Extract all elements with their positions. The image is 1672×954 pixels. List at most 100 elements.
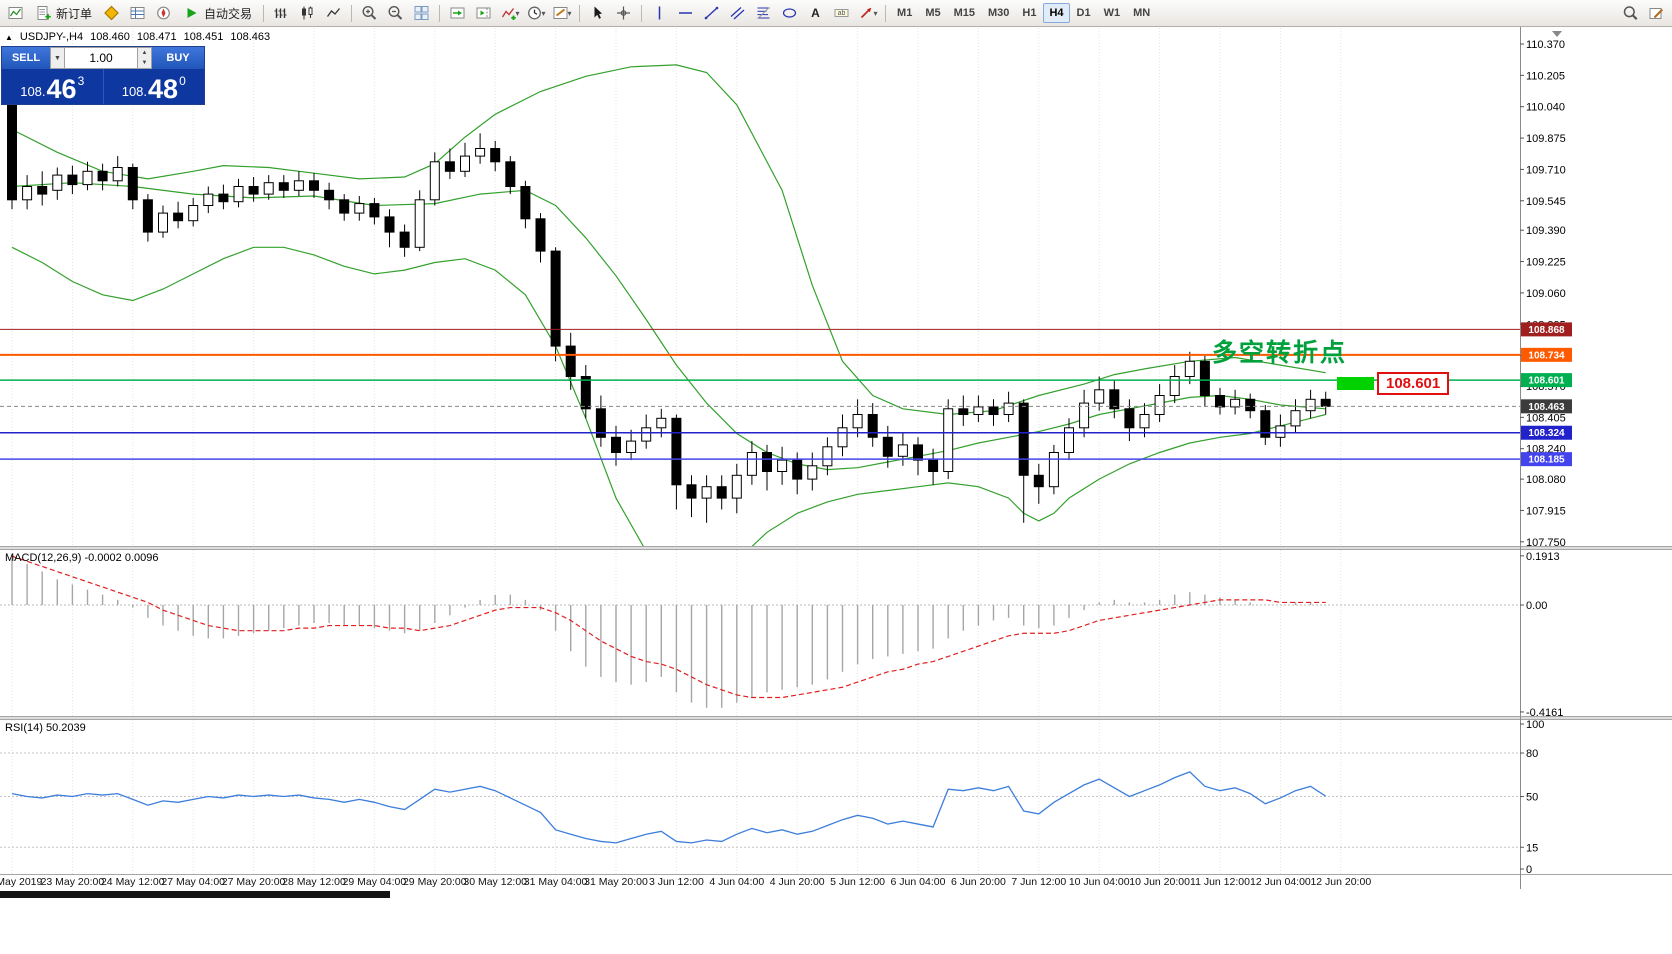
templates-button[interactable]: ▾ [549,1,574,25]
tile-windows-button[interactable] [409,1,434,25]
navigator-button[interactable] [151,1,176,25]
sell-price-pip: 3 [77,74,85,88]
sell-button[interactable]: SELL [2,47,50,69]
chart-bar-icon [273,5,290,21]
volume-input[interactable]: 1.00 [65,47,138,69]
periods-button[interactable]: ▾ [523,1,548,25]
data-window-button[interactable] [125,1,150,25]
volume-up-icon[interactable]: ▲ [141,50,148,56]
svg-text:0.1913: 0.1913 [1526,551,1560,563]
timeframe-m30-button[interactable]: M30 [988,7,1010,19]
svg-text:27 May 04:00: 27 May 04:00 [161,876,225,888]
bar-chart-button[interactable] [269,1,294,25]
timeframe-m5-button[interactable]: M5 [925,7,941,19]
timeframe-h4-button[interactable]: H4 [1043,3,1070,23]
bollinger-lower [11,246,1326,546]
indicators-list-button[interactable]: ▾ [497,1,522,25]
new-order-icon [35,5,52,21]
svg-text:ab: ab [838,10,846,17]
cursor-tool-button[interactable] [585,1,610,25]
text-tool-button[interactable]: A [803,1,828,25]
auto-trading-button[interactable]: 自动交易 [177,1,258,25]
svg-text:109.390: 109.390 [1526,225,1566,237]
timeframe-h1-button[interactable]: H1 [1022,7,1037,19]
svg-text:107.915: 107.915 [1526,505,1566,517]
volume-spinner[interactable]: ▲ ▼ [138,47,152,69]
toolbar-separator [579,4,581,22]
volume-down-icon[interactable]: ▼ [141,60,148,66]
candlesticks [7,85,1331,523]
chart-shift-button[interactable] [471,1,496,25]
trendline-tool-button[interactable] [699,1,724,25]
timeframe-d1-button[interactable]: D1 [1076,7,1091,19]
timeframe-m15-button[interactable]: M15 [953,7,975,19]
horizontal-scrollbar[interactable] [0,890,1672,900]
zoom-in-icon [361,5,378,21]
buy-price[interactable]: 108. 48 0 [102,69,205,104]
rsi-line [11,771,1327,844]
symbol-open: 108.460 [90,31,130,43]
indicators-icon [500,5,517,21]
cursor-icon [589,5,606,21]
rsi-panel: 100 80 50 15 0 [0,719,1544,876]
price-level-label[interactable]: 108.601 [1377,372,1450,395]
toolbar-separator [641,4,643,22]
toolbar-separator [351,4,353,22]
svg-text:27 May 20:00: 27 May 20:00 [222,876,286,888]
vline-icon [651,5,668,21]
svg-text:31 May 20:00: 31 May 20:00 [584,876,648,888]
timeframe-w1-button[interactable]: W1 [1103,7,1121,19]
news-button[interactable] [1644,1,1669,25]
price-axis[interactable]: 110.370 110.205 110.040 109.875 109.710 109.5… [1520,39,1572,549]
vertical-line-tool-button[interactable] [647,1,672,25]
label-tool-button[interactable]: ab [829,1,854,25]
svg-text:109.710: 109.710 [1526,164,1566,176]
candlestick-chart-button[interactable] [295,1,320,25]
svg-text:6 Jun 20:00: 6 Jun 20:00 [951,876,1006,888]
equidistant-channel-tool-button[interactable] [725,1,750,25]
chart-window-icon [7,5,24,21]
svg-text:108.324: 108.324 [1528,428,1565,439]
arrows-tool-button[interactable]: ▾ [855,1,880,25]
timeframe-mn-button[interactable]: MN [1133,7,1151,19]
macd-panel: 0.1913 0.00 -0.4161 [0,551,1563,719]
crosshair-tool-button[interactable] [611,1,636,25]
svg-text:7 Jun 12:00: 7 Jun 12:00 [1011,876,1066,888]
grid-lines [11,28,1342,874]
svg-text:5 Jun 12:00: 5 Jun 12:00 [830,876,885,888]
new-chart-button[interactable] [3,1,28,25]
scrollbar-thumb[interactable] [0,891,390,898]
horizontal-line-tool-button[interactable] [673,1,698,25]
toolbar-separator [439,4,441,22]
market-watch-button[interactable] [99,1,124,25]
bollinger-upper [11,64,1326,416]
volume-dropdown-button[interactable]: ▼ [50,47,65,69]
buy-button[interactable]: BUY [152,47,204,69]
horizontal-level-lines[interactable] [0,328,1520,460]
panel-separators[interactable] [0,27,1672,889]
zoom-out-button[interactable] [383,1,408,25]
search-button[interactable] [1618,1,1643,25]
line-chart-button[interactable] [321,1,346,25]
zoom-in-button[interactable] [357,1,382,25]
price-level-marker[interactable] [1337,377,1374,390]
shapes-tool-button[interactable] [777,1,802,25]
chart-annotation-text[interactable]: 多空转折点 [1212,339,1348,367]
toolbar-button-label: 新订单 [56,6,93,21]
tile-windows-icon [413,5,430,21]
svg-text:109.545: 109.545 [1526,196,1566,208]
svg-text:108.185: 108.185 [1528,455,1565,466]
auto-scroll-button[interactable] [445,1,470,25]
buy-price-prefix: 108. [121,84,148,99]
timeframe-m1-button[interactable]: M1 [897,7,913,19]
sell-price[interactable]: 108. 46 3 [2,69,103,104]
svg-text:A: A [811,6,820,20]
arrows-icon [858,5,875,21]
new-order-button[interactable]: 新订单 [29,1,98,25]
svg-text:109.225: 109.225 [1526,257,1566,269]
fibonacci-tool-button[interactable] [751,1,776,25]
svg-text:108.868: 108.868 [1528,325,1565,336]
